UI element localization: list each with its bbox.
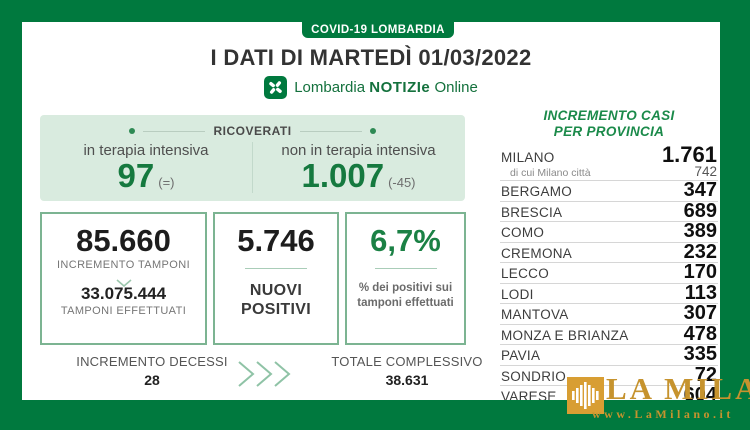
ricoverati-box: RICOVERATI in terapia intensiva 97 (=) n…: [40, 115, 465, 201]
ricoverati-title: RICOVERATI: [213, 124, 292, 138]
chevron-down-icon: [115, 274, 132, 288]
rosa-camuna-icon: [264, 75, 288, 99]
incremento-tamponi-value: 85.660: [76, 223, 171, 258]
incremento-decessi-value: 28: [144, 372, 160, 388]
province-value: 113: [684, 281, 717, 304]
province-name: CREMONA: [501, 245, 573, 261]
terapia-intensiva-block: in terapia intensiva 97 (=): [40, 142, 252, 193]
la-milano-watermark: LA MILANO: [606, 371, 750, 406]
triple-chevron-right-icon: [235, 358, 310, 390]
province-row-cremona: CREMONA 232: [500, 240, 718, 263]
incremento-decessi-block: INCREMENTO DECESSI 28: [57, 354, 247, 388]
milano-citta-label: di cui Milano città: [510, 167, 591, 179]
totale-complessivo-label: TOTALE COMPLESSIVO: [331, 354, 483, 369]
nuovi-positivi-value: 5.746: [237, 223, 315, 258]
totale-complessivo-value: 38.631: [385, 372, 429, 388]
la-milano-logo-icon: [567, 377, 604, 414]
non-terapia-intensiva-label: non in terapia intensiva: [281, 142, 436, 159]
logo-text: Lombardia NOTIZIe Online: [294, 79, 478, 96]
non-terapia-intensiva-delta: (-45): [388, 175, 416, 190]
province-value: 478: [683, 322, 717, 345]
province-name: SONDRIO: [501, 368, 567, 384]
province-value: 389: [683, 220, 717, 242]
top-bar: [0, 0, 750, 22]
province-row-brescia: BRESCIA 689: [500, 199, 718, 222]
divider-line: [143, 130, 206, 132]
percentuale-positivi-box: 6,7% % dei positivi sui tamponi effettua…: [345, 212, 466, 345]
province-value: 1.761: [661, 142, 717, 167]
province-name: LODI: [501, 286, 534, 302]
province-value: 72: [694, 363, 717, 386]
province-name: MONZA E BRIANZA: [501, 327, 629, 343]
bullet-icon: [369, 128, 376, 134]
province-row-pavia: PAVIA 335: [500, 343, 718, 366]
non-terapia-intensiva-block: non in terapia intensiva 1.007 (-45): [252, 142, 464, 193]
terapia-intensiva-label: in terapia intensiva: [83, 142, 209, 159]
non-terapia-intensiva-value: 1.007: [301, 157, 385, 194]
terapia-intensiva-delta: (=): [158, 175, 175, 190]
nuovi-positivi-label: NUOVI POSITIVI: [241, 282, 311, 318]
province-value: 689: [683, 199, 717, 222]
tamponi-effettuati-value: 33.075.444: [80, 284, 167, 303]
province-value: 232: [683, 240, 717, 263]
divider-line: [374, 268, 437, 269]
province-name: MANTOVA: [501, 307, 569, 322]
province-title-line1: INCREMENTO CASI: [543, 108, 675, 123]
tamponi-box: 85.660 INCREMENTO TAMPONI 33.075.444 TAM…: [40, 212, 207, 345]
totale-complessivo-block: TOTALE COMPLESSIVO 38.631: [317, 354, 497, 388]
content-card: I DATI DI MARTEDÌ 01/03/2022 Lombardia N…: [22, 22, 720, 407]
percent-positivi-label: % dei positivi sui tamponi effettuati: [357, 282, 454, 309]
nuovi-positivi-box: 5.746 NUOVI POSITIVI: [213, 212, 339, 345]
province-panel-title: INCREMENTO CASI PER PROVINCIA: [500, 108, 718, 140]
province-value: 307: [683, 302, 717, 324]
la-milano-url: www.LaMilano.it: [592, 407, 734, 421]
province-name: PAVIA: [501, 348, 541, 363]
province-value: 170: [683, 261, 717, 283]
province-value: 347: [683, 179, 717, 201]
incremento-decessi-label: INCREMENTO DECESSI: [76, 354, 228, 369]
province-value: 335: [683, 343, 717, 365]
province-name: MILANO: [501, 150, 555, 165]
logo-notizie-label: NOTIZIe: [369, 78, 431, 96]
province-row-monza: MONZA E BRIANZA 478: [500, 322, 718, 345]
logo-region-label: Lombardia: [294, 78, 366, 96]
footer-bar: [0, 400, 750, 430]
province-name: COMO: [501, 225, 545, 240]
tamponi-effettuati-label: TAMPONI EFFETTUATI: [60, 305, 187, 317]
province-row-milano: MILANO 1.761: [500, 142, 718, 167]
incremento-tamponi-label: INCREMENTO TAMPONI: [56, 259, 191, 271]
terapia-intensiva-value: 97: [117, 157, 155, 194]
milano-citta-subrow: di cui Milano città 742: [500, 165, 718, 181]
province-row-mantova: MANTOVA 307: [500, 302, 718, 325]
milano-citta-value: 742: [694, 164, 717, 179]
province-title-line2: PER PROVINCIA: [553, 124, 665, 139]
province-name: LECCO: [501, 266, 550, 281]
province-name: BERGAMO: [501, 184, 573, 199]
lombardia-notizie-logo: Lombardia NOTIZIe Online: [22, 74, 720, 100]
province-row-como: COMO 389: [500, 220, 718, 243]
province-value: 604: [683, 384, 717, 406]
ricoverati-header: RICOVERATI: [40, 115, 465, 138]
province-row-sondrio: SONDRIO 72: [500, 363, 718, 386]
logo-online-label: Online: [434, 78, 478, 96]
province-row-bergamo: BERGAMO 347: [500, 179, 718, 202]
page-title: I DATI DI MARTEDÌ 01/03/2022: [210, 45, 532, 70]
province-panel: INCREMENTO CASI PER PROVINCIA MILANO 1.7…: [500, 108, 718, 407]
divider-line: [299, 130, 362, 132]
covid-lombardia-banner: COVID-19 LOMBARDIA: [300, 22, 456, 40]
divider-line: [245, 268, 307, 269]
bullet-icon: [129, 128, 136, 134]
province-name: BRESCIA: [501, 204, 563, 220]
province-row-lodi: LODI 113: [500, 281, 718, 304]
percent-positivi-value: 6,7%: [370, 223, 441, 258]
province-row-lecco: LECCO 170: [500, 261, 718, 284]
